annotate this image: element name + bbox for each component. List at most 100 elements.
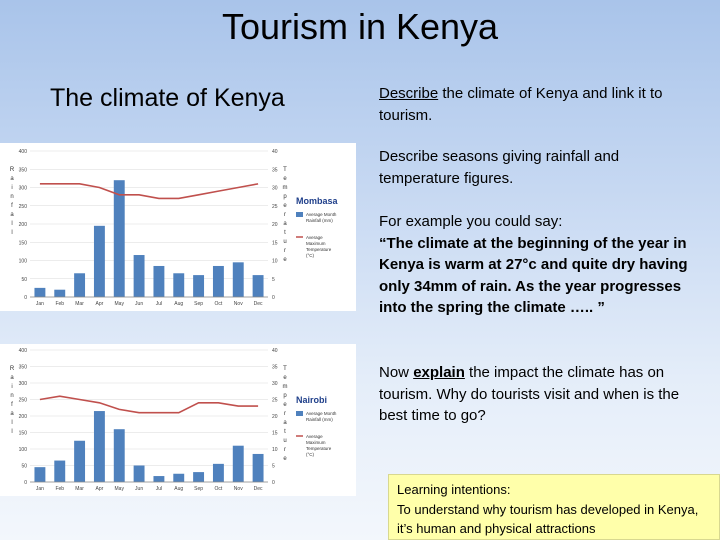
category-label: Aug [174,486,183,492]
category-label: Sep [194,301,203,307]
right-tick-label: 10 [272,447,278,453]
right-axis-label: e [283,176,287,182]
legend-temperature-label: Maximum [306,440,326,445]
right-tick-label: 20 [272,222,278,228]
left-axis-label: a [10,176,14,182]
left-tick-label: 200 [19,414,28,420]
left-tick-label: 250 [19,398,28,404]
rainfall-bar [74,440,86,482]
right-tick-label: 25 [272,398,278,404]
right-tick-label: 5 [272,464,275,470]
right-axis-label: r [284,447,286,453]
category-label: Jun [135,486,143,492]
right-axis-label: e [283,257,287,263]
learning-intentions-label: Learning intentions: [397,482,511,497]
rainfall-bar [193,472,205,482]
chart-title-label: Mombasa [296,196,339,206]
legend-rainfall-swatch [296,411,303,416]
left-tick-label: 400 [19,348,28,354]
mombasa-chart-svg: 0 50 100 150 200 250 300 350 400 0 5 10 15 20 25 30 35 40… [10,149,339,307]
right-tick-label: 35 [272,167,278,173]
category-label: Mar [75,301,84,307]
legend-rainfall-label: Rainfall (mm) [306,218,333,223]
legend-temperature-label: Maximum [306,241,326,246]
right-tick-label: 30 [272,381,278,387]
explain-pre: Now [379,364,414,381]
category-label: Apr [96,486,104,492]
rainfall-bar [212,463,224,482]
left-tick-label: 100 [19,259,28,265]
left-tick-label: 0 [24,480,27,486]
legend-temperature-label: Average [306,434,323,439]
left-tick-label: 50 [21,464,27,470]
left-tick-label: 350 [19,365,28,371]
slide-subtitle: The climate of Kenya [50,84,285,112]
legend-rainfall-label: Average Month [306,411,337,416]
left-axis-label: l [11,221,12,227]
instruction-example: For example you could say: “The climate … [379,211,689,319]
right-tick-label: 10 [272,259,278,265]
left-axis-label: l [11,429,12,435]
right-axis-label: a [283,420,287,426]
rainfall-bar [232,445,244,482]
right-tick-label: 30 [272,186,278,192]
right-axis-label: e [283,375,287,381]
category-label: Apr [96,301,104,307]
legend-temperature-label: Temperature [306,446,332,451]
chart-title-label: Nairobi [296,395,327,405]
left-tick-label: 50 [21,277,27,283]
right-axis-label: a [283,221,287,227]
right-tick-label: 25 [272,204,278,210]
rainfall-bar [193,275,205,297]
temperature-line [39,395,259,414]
right-tick-label: 40 [272,149,278,155]
example-quote: “The climate at the beginning of the yea… [379,234,688,317]
category-label: Jan [36,486,44,492]
left-axis-label: R [10,167,15,173]
rainfall-bar [74,273,86,297]
rainfall-bar [173,273,185,297]
rainfall-bar [54,460,66,482]
rainfall-bar [173,473,185,482]
left-axis-label: f [11,402,13,408]
right-tick-label: 20 [272,414,278,420]
nairobi-chart-svg: 0 50 100 150 200 250 300 350 400 0 5 10 15 20 25 30 35 40… [10,348,337,492]
right-axis-label: e [283,402,287,408]
right-axis-label: T [283,366,287,372]
category-label: Aug [174,301,183,307]
slide-title: Tourism in Kenya [221,6,499,47]
rainfall-bar [54,289,66,297]
category-label: Jul [156,301,162,307]
right-axis-label: u [283,239,286,245]
legend-rainfall-label: Rainfall (mm) [306,417,333,422]
rainfall-bar [252,275,264,297]
category-label: Feb [55,486,64,492]
left-tick-label: 150 [19,431,28,437]
category-label: Feb [55,301,64,307]
category-label: Jun [135,301,143,307]
learning-intentions-text: To understand why tourism has developed … [397,501,699,537]
right-axis-label: p [283,393,287,399]
left-tick-label: 300 [19,186,28,192]
right-axis-label: r [284,248,286,254]
left-axis-label: R [10,366,15,372]
category-label: Oct [215,301,223,307]
legend-temperature-label: (°C) [306,452,315,457]
rainfall-bar [153,476,165,482]
right-tick-label: 15 [272,240,278,246]
left-tick-label: 300 [19,381,28,387]
left-axis-label: n [10,393,13,399]
right-axis-label: e [283,456,287,462]
left-axis-label: l [11,230,12,236]
right-axis-label: t [284,230,286,236]
category-label: May [115,301,125,307]
rainfall-bar [133,465,145,482]
right-tick-label: 40 [272,348,278,354]
left-tick-label: 400 [19,149,28,155]
right-tick-label: 5 [272,277,275,283]
describe-verb: Describe [379,85,439,102]
left-axis-label: i [11,185,12,191]
temperature-line [39,183,259,200]
example-intro: For example you could say: [379,213,563,230]
instruction-describe: Describe the climate of Kenya and link i… [379,83,689,126]
